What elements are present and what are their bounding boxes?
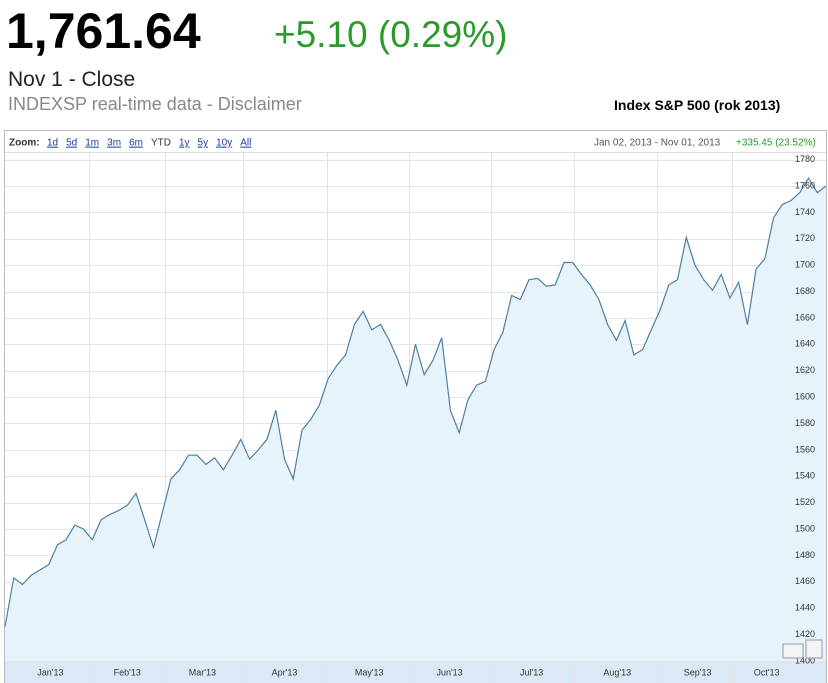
x-axis-band [5, 662, 826, 683]
price: 1,761.64 [6, 3, 201, 59]
zoom-option[interactable]: 1y [179, 138, 190, 149]
zoom-option[interactable]: 3m [107, 138, 121, 149]
zoom-option[interactable]: 5y [198, 138, 209, 149]
zoom-option[interactable]: All [240, 138, 251, 149]
price-change: +5.10 (0.29%) [274, 14, 508, 55]
y-tick-label: 1400 [795, 655, 815, 665]
y-tick-label: 1780 [795, 154, 815, 164]
x-tick-label: Apr'13 [272, 667, 298, 677]
y-tick-label: 1680 [795, 286, 815, 296]
y-tick-label: 1640 [795, 339, 815, 349]
zoom-icon[interactable] [805, 639, 823, 659]
x-tick-label: May'13 [355, 667, 384, 677]
x-tick-label: Aug'13 [603, 667, 631, 677]
zoom-icon[interactable] [782, 643, 804, 659]
area [5, 178, 826, 661]
y-tick-label: 1480 [795, 550, 815, 560]
zoom-label: Zoom: [9, 138, 40, 149]
y-tick-label: 1460 [795, 576, 815, 586]
y-tick-label: 1520 [795, 497, 815, 507]
x-tick-label: Sep'13 [684, 667, 712, 677]
data-source: INDEXSP real-time data - Disclaimer [8, 94, 302, 114]
date-range: Jan 02, 2013 - Nov 01, 2013 [594, 138, 721, 149]
x-tick-label: Jul'13 [520, 667, 543, 677]
y-tick-label: 1660 [795, 312, 815, 322]
x-tick-label: Oct'13 [754, 667, 780, 677]
x-tick-label: Jun'13 [436, 667, 462, 677]
y-tick-label: 1740 [795, 207, 815, 217]
x-tick-label: Mar'13 [189, 667, 216, 677]
zoom-icons[interactable] [782, 639, 823, 659]
y-tick-label: 1580 [795, 418, 815, 428]
x-tick-label: Feb'13 [114, 667, 141, 677]
zoom-option[interactable]: 6m [129, 138, 143, 149]
x-tick-label: Jan'13 [37, 667, 63, 677]
y-tick-label: 1720 [795, 233, 815, 243]
line [4, 176, 827, 627]
zoom-option[interactable]: 5d [66, 138, 77, 149]
y-tick-label: 1600 [795, 391, 815, 401]
range-change: +335.45 (23.52%) [736, 138, 816, 149]
y-tick-label: 1620 [795, 365, 815, 375]
y-tick-label: 1560 [795, 444, 815, 454]
y-tick-label: 1440 [795, 603, 815, 613]
zoom-option[interactable]: 1m [85, 138, 99, 149]
zoom-option[interactable]: 10y [216, 138, 232, 149]
y-tick-label: 1760 [795, 180, 815, 190]
zoom-option[interactable]: 1d [47, 138, 58, 149]
y-tick-label: 1420 [795, 629, 815, 639]
chart-title: Index S&P 500 (rok 2013) [614, 97, 781, 113]
y-tick-label: 1540 [795, 471, 815, 481]
y-tick-label: 1500 [795, 523, 815, 533]
zoom-option[interactable]: YTD [151, 138, 171, 149]
y-tick-label: 1700 [795, 260, 815, 270]
close-date: Nov 1 - Close [8, 68, 136, 91]
